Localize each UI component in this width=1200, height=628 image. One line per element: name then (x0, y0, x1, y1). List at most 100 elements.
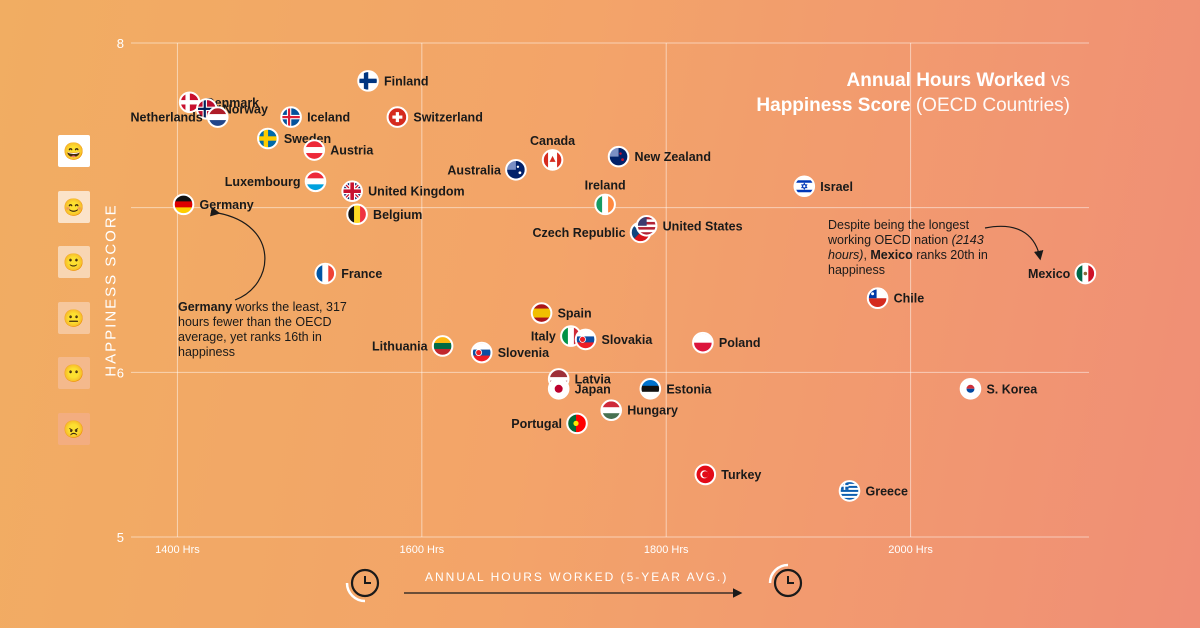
chart-title: Annual Hours Worked vs Happiness Score (… (756, 68, 1070, 118)
canada-flag-icon (541, 149, 564, 171)
data-point-portugal: Portugal (511, 412, 588, 435)
netherlands-flag-icon (206, 106, 229, 128)
mexico-annotation-bold: Mexico (870, 248, 913, 262)
data-point-united-kingdom: United Kingdom (341, 180, 465, 202)
germany-annotation: Germany works the least, 317 hours fewer… (178, 300, 368, 360)
smiling-face-icon: 🙂 (58, 246, 90, 278)
data-point-austria: Austria (303, 139, 374, 161)
mexico-annotation-italic: (2143 hours) (828, 233, 984, 262)
very-happy-face-icon: 😄 (58, 135, 90, 167)
lithuania-flag-icon (431, 335, 454, 357)
slovenia-flag-icon (470, 341, 493, 364)
finland-flag-icon (357, 70, 379, 92)
angry-face-icon: 😠 (58, 413, 90, 445)
mexico-annotation-text-2: , (863, 248, 871, 262)
data-point-poland: Poland (692, 331, 761, 354)
usa-flag-icon (635, 214, 658, 237)
annotation-lines (210, 206, 1044, 603)
data-point-belgium: Belgium (346, 203, 422, 226)
germany-annotation-bold: Germany (178, 300, 233, 314)
data-point-italy: Italy (531, 325, 582, 347)
data-point-germany: Germany (172, 193, 254, 216)
point-label: Israel (820, 180, 853, 194)
data-point-greece: Greece (838, 480, 908, 502)
data-point-israel: Israel (793, 175, 853, 198)
point-label: Ireland (585, 178, 626, 192)
point-label: Germany (200, 198, 254, 212)
data-point-estonia: Estonia (639, 378, 713, 400)
happy-face-icon: 😊 (58, 191, 90, 223)
point-label: Australia (447, 163, 502, 177)
japan-flag-icon (547, 378, 570, 400)
mexico-annotation-text-1: Despite being the longest working OECD n… (828, 218, 970, 247)
data-point-japan: Japan (547, 378, 611, 400)
tick-labels: 5 6 8 1400 Hrs 1600 Hrs 1800 Hrs 2000 Hrs (117, 36, 934, 556)
point-label: Norway (223, 102, 268, 116)
data-point-france: France (314, 262, 382, 285)
point-label: United States (663, 219, 743, 233)
point-label: Chile (894, 292, 925, 306)
point-label: Latvia (575, 372, 612, 386)
point-label: Greece (866, 484, 908, 498)
point-label: Slovakia (602, 333, 654, 347)
mexico-flag-icon (1074, 262, 1097, 285)
data-point-new-zealand: New Zealand (607, 145, 711, 168)
data-point-slovakia: Slovakia (574, 328, 654, 351)
clock-icon (345, 568, 380, 603)
x-axis-label: ANNUAL HOURS WORKED (5-YEAR AVG.) (425, 570, 729, 584)
x-tick-label: 2000 Hrs (888, 544, 933, 556)
point-label: Iceland (307, 111, 350, 125)
y-tick-label: 5 (117, 530, 124, 545)
chile-flag-icon (866, 287, 889, 310)
france-flag-icon (314, 262, 337, 285)
data-point-turkey: Turkey (694, 463, 761, 486)
y-tick-label: 6 (117, 365, 124, 380)
point-label: France (341, 267, 382, 281)
data-point-czech-republic: Czech Republic (532, 221, 652, 244)
data-point-slovenia: Slovenia (470, 341, 550, 364)
data-point-norway: Norway (195, 98, 268, 120)
switzerland-flag-icon (386, 106, 409, 128)
estonia-flag-icon (639, 378, 662, 400)
new-zealand-flag-icon (607, 145, 630, 168)
germany-flag-icon (172, 193, 195, 216)
point-label: New Zealand (635, 150, 711, 164)
point-label: Netherlands (131, 111, 203, 125)
portugal-flag-icon (566, 412, 588, 435)
y-tick-label: 8 (117, 36, 124, 51)
data-point-denmark: Denmark (178, 91, 260, 114)
mexico-annotation-arrow (984, 225, 1044, 261)
data-point-ireland: Ireland (585, 178, 626, 216)
germany-annotation-text: works the least, 317 hours fewer than th… (178, 300, 347, 359)
data-point-united-states: United States (635, 214, 743, 237)
data-point-finland: Finland (357, 70, 429, 92)
point-label: Lithuania (372, 339, 429, 353)
uk-flag-icon (341, 180, 363, 202)
data-point-luxembourg: Luxembourg (225, 170, 327, 193)
belgium-flag-icon (346, 203, 368, 226)
data-point-spain: Spain (530, 302, 592, 324)
slovakia-flag-icon (574, 328, 597, 351)
y-axis-label: HAPPINESS SCORE (102, 203, 120, 377)
point-label: Japan (575, 382, 611, 396)
point-label: Denmark (206, 96, 260, 110)
greece-flag-icon (838, 480, 861, 502)
point-label: United Kingdom (368, 185, 465, 199)
point-label: Canada (530, 134, 576, 148)
hungary-flag-icon (600, 399, 623, 422)
point-label: Poland (719, 336, 761, 350)
mexico-annotation: Despite being the longest working OECD n… (828, 218, 998, 278)
title-bold-2: Happiness Score (756, 95, 911, 116)
blank-face-icon: 😶 (58, 357, 90, 389)
data-point-lithuania: Lithuania (372, 335, 454, 357)
point-label: Portugal (511, 417, 562, 431)
ireland-flag-icon (594, 193, 616, 216)
point-label: Hungary (627, 404, 678, 418)
point-label: Mexico (1028, 267, 1071, 281)
south-korea-flag-icon (959, 378, 982, 400)
data-point-chile: Chile (866, 287, 925, 310)
data-point-netherlands: Netherlands (131, 106, 229, 128)
title-light-1: vs (1045, 70, 1070, 91)
austria-flag-icon (303, 139, 326, 161)
point-label: Belgium (373, 208, 422, 222)
